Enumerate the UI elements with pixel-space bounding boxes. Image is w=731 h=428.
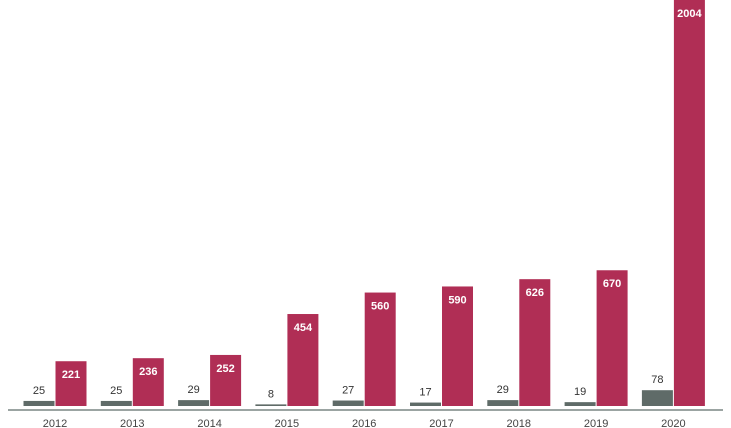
bar <box>519 279 551 406</box>
bar <box>100 400 132 406</box>
x-tick-label: 2020 <box>661 418 685 428</box>
x-tick-label: 2018 <box>507 418 531 428</box>
x-tick-label: 2012 <box>43 418 67 428</box>
x-tick-label: 2013 <box>120 418 144 428</box>
x-tick-label: 2017 <box>429 418 453 428</box>
value-label: 27 <box>342 384 354 396</box>
value-label: 670 <box>603 278 621 290</box>
x-tick-label: 2015 <box>275 418 299 428</box>
value-label: 560 <box>371 300 389 312</box>
bar <box>487 400 519 406</box>
value-label: 17 <box>419 386 431 398</box>
bar <box>641 390 673 406</box>
bar <box>410 402 441 406</box>
bar <box>55 361 87 406</box>
bar <box>210 354 242 406</box>
bar <box>673 0 705 406</box>
value-label: 8 <box>268 388 274 400</box>
bar <box>364 292 396 406</box>
value-label: 236 <box>139 366 157 378</box>
value-label: 454 <box>294 322 313 334</box>
x-tick-label: 2016 <box>352 418 376 428</box>
bar <box>442 286 473 406</box>
value-label: 29 <box>497 384 509 396</box>
value-label: 626 <box>526 287 544 299</box>
value-label: 29 <box>187 384 199 396</box>
value-label: 25 <box>110 385 122 397</box>
value-label: 19 <box>574 386 586 398</box>
value-label: 252 <box>216 363 234 375</box>
bar <box>178 400 210 406</box>
bar <box>564 402 596 406</box>
bar <box>132 358 164 406</box>
x-tick-label: 2014 <box>197 418 221 428</box>
value-label: 78 <box>651 374 663 386</box>
value-label: 590 <box>448 294 466 306</box>
bar <box>23 400 55 406</box>
bar <box>255 404 287 406</box>
bar <box>596 270 628 406</box>
bar <box>287 314 319 406</box>
value-label: 25 <box>33 385 45 397</box>
value-label: 2004 <box>677 8 702 20</box>
x-tick-label: 2019 <box>584 418 608 428</box>
bar <box>332 400 364 406</box>
value-label: 221 <box>62 369 80 381</box>
